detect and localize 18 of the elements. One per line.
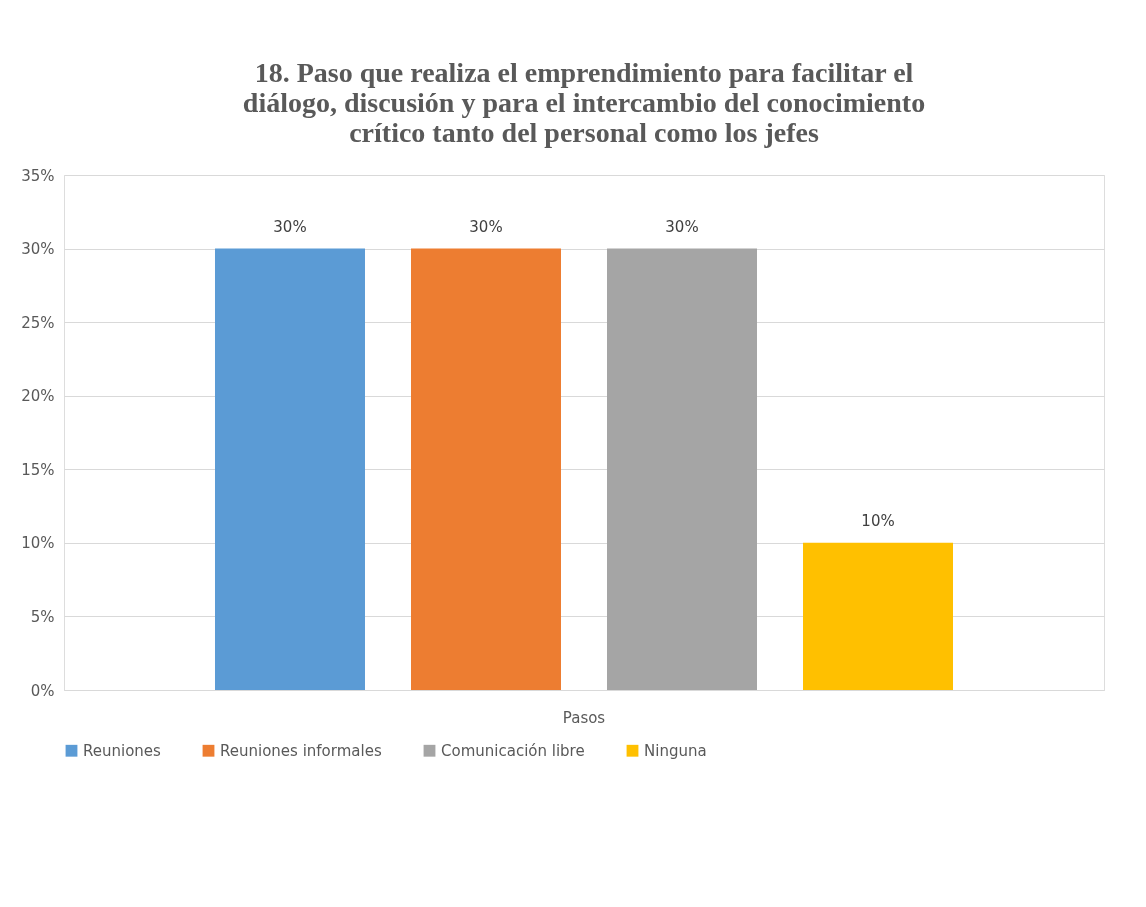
legend-label: Comunicación libre xyxy=(441,741,585,760)
y-tick-label: 0% xyxy=(30,681,55,700)
legend-label: Ninguna xyxy=(644,741,707,760)
y-tick-label: 15% xyxy=(21,460,55,479)
data-label: 30% xyxy=(469,217,503,236)
y-tick-label: 25% xyxy=(21,313,55,332)
y-tick-label: 20% xyxy=(21,387,55,406)
legend-label: Reuniones xyxy=(83,741,162,760)
data-label: 10% xyxy=(861,511,895,530)
data-label: 30% xyxy=(665,217,699,236)
y-tick-label: 30% xyxy=(21,240,55,259)
legend-label: Reuniones informales xyxy=(220,741,382,760)
data-label: 30% xyxy=(273,217,307,236)
y-tick-label: 5% xyxy=(30,607,55,626)
y-tick-label: 35% xyxy=(21,166,55,185)
x-tick-label: Pasos xyxy=(562,708,606,727)
chart-title: 18. Paso que realiza el emprendimiento para facilitar el diálogo, discusión y para el intercambio del conocimiento crítico tanto del personal como los jefes xyxy=(242,57,926,148)
y-tick-label: 10% xyxy=(21,534,55,553)
